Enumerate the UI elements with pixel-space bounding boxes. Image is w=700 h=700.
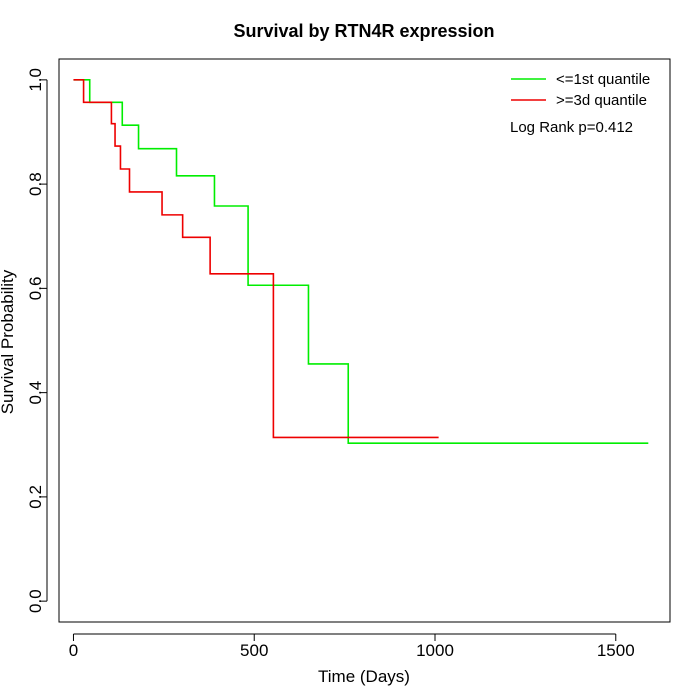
y-tick-label: 0.0 xyxy=(26,589,45,613)
plot-frame xyxy=(58,58,671,623)
y-tick-label: 0.2 xyxy=(26,485,45,509)
log-rank-annotation: Log Rank p=0.412 xyxy=(510,119,633,136)
x-axis: 0 500 1000 1500 xyxy=(69,633,635,660)
y-tick-label: 0.4 xyxy=(26,381,45,405)
x-tick-label: 500 xyxy=(240,641,268,660)
x-tick-label: 1000 xyxy=(416,641,454,660)
x-tick-label: 1500 xyxy=(597,641,635,660)
legend: <=1st quantile >=3d quantile xyxy=(511,71,650,109)
legend-label: >=3d quantile xyxy=(556,92,647,109)
x-axis-label: Time (Days) xyxy=(318,667,410,686)
y-tick-label: 0.6 xyxy=(26,277,45,301)
series-line-1 xyxy=(73,79,649,444)
y-axis-label: Survival Probability xyxy=(0,269,17,414)
chart-title: Survival by RTN4R expression xyxy=(233,21,494,41)
y-tick-label: 0.8 xyxy=(26,172,45,196)
series-line-2 xyxy=(73,79,439,439)
series-layer xyxy=(73,79,649,444)
y-tick-label: 1.0 xyxy=(26,68,45,92)
x-tick-label: 0 xyxy=(69,641,78,660)
y-axis: 0.0 0.2 0.4 0.6 0.8 1.0 xyxy=(26,68,48,613)
legend-label: <=1st quantile xyxy=(556,71,650,88)
